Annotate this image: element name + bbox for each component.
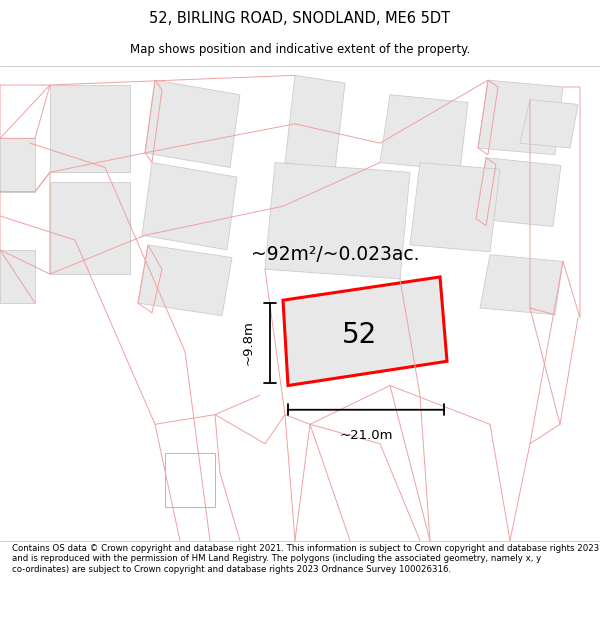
Polygon shape [0,250,35,303]
Text: Map shows position and indicative extent of the property.: Map shows position and indicative extent… [130,42,470,56]
Polygon shape [50,182,130,274]
Polygon shape [410,162,500,252]
Polygon shape [265,162,410,279]
Polygon shape [480,254,563,315]
Polygon shape [380,95,468,171]
Polygon shape [283,277,447,386]
Polygon shape [142,162,237,250]
Text: 52: 52 [343,321,377,349]
Text: ~92m²/~0.023ac.: ~92m²/~0.023ac. [251,245,419,264]
Polygon shape [138,245,232,316]
Text: ~9.8m: ~9.8m [242,321,255,365]
Polygon shape [520,99,578,148]
Polygon shape [476,158,561,226]
Text: ~21.0m: ~21.0m [339,429,393,442]
Polygon shape [145,80,240,168]
Polygon shape [285,76,345,171]
Polygon shape [0,138,35,192]
Text: Contains OS data © Crown copyright and database right 2021. This information is : Contains OS data © Crown copyright and d… [12,544,599,574]
Text: 52, BIRLING ROAD, SNODLAND, ME6 5DT: 52, BIRLING ROAD, SNODLAND, ME6 5DT [149,11,451,26]
Polygon shape [273,171,333,262]
Polygon shape [50,85,130,172]
Polygon shape [478,80,563,155]
